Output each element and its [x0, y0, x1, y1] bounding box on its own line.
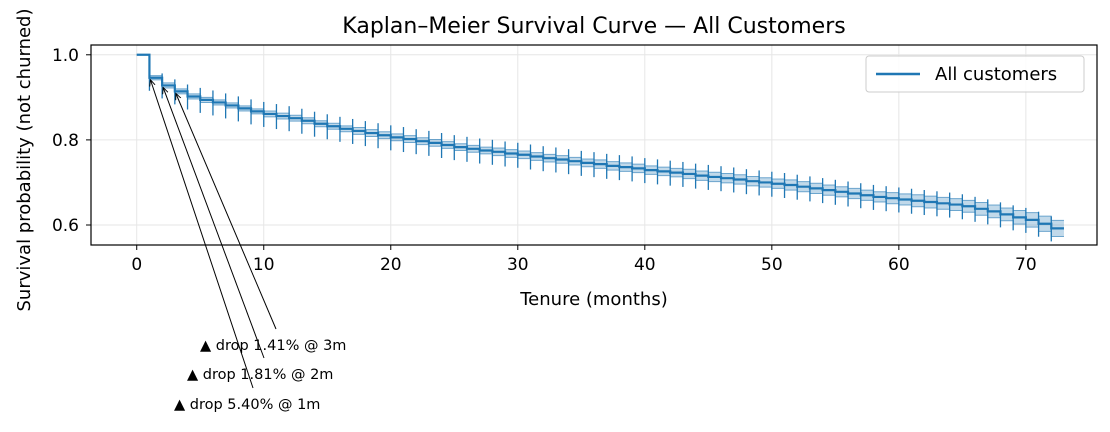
- annotation-arrow: [150, 80, 254, 389]
- x-tick-label: 0: [131, 255, 142, 275]
- annotation-arrow: [163, 87, 265, 359]
- x-tick-label: 50: [761, 255, 783, 275]
- annotation-arrow: [176, 93, 277, 330]
- x-tick-label: 70: [1015, 255, 1037, 275]
- plot-frame: [90, 44, 1098, 246]
- legend-box: [865, 55, 1085, 93]
- annotation-text: ▲ drop 5.40% @ 1m: [174, 397, 320, 413]
- axis-ticks: 0 10 20 30 40 50 60 70 0.6 0.8 1.0: [52, 46, 1037, 275]
- legend-label: All customers: [935, 64, 1057, 85]
- ci-lower-line: [136, 54, 1064, 237]
- y-axis-label: Survival probability (not churned): [14, 8, 35, 311]
- annotations: ▲ drop 1.41% @ 3m ▲ drop 1.81% @ 2m ▲ drop…: [150, 80, 346, 413]
- ci-upper-line: [136, 54, 1064, 221]
- series-lines: [136, 53, 1064, 237]
- chart-title: Kaplan–Meier Survival Curve — All Custom…: [342, 14, 845, 39]
- grid: [91, 45, 1097, 245]
- survival-line: [136, 53, 1064, 230]
- x-tick-label: 10: [253, 255, 275, 275]
- x-tick-label: 40: [634, 255, 656, 275]
- legend: All customers: [865, 55, 1085, 93]
- x-tick-label: 60: [888, 255, 910, 275]
- annotation-text: ▲ drop 1.41% @ 3m: [200, 338, 346, 354]
- censor-marks: [148, 65, 1052, 242]
- y-tick-label: 1.0: [52, 46, 79, 66]
- x-axis-label: Tenure (months): [519, 289, 667, 310]
- y-tick-label: 0.8: [52, 131, 79, 151]
- x-tick-label: 30: [507, 255, 529, 275]
- annotation-text: ▲ drop 1.81% @ 2m: [187, 367, 333, 383]
- y-tick-label: 0.6: [52, 216, 79, 236]
- x-tick-label: 20: [380, 255, 402, 275]
